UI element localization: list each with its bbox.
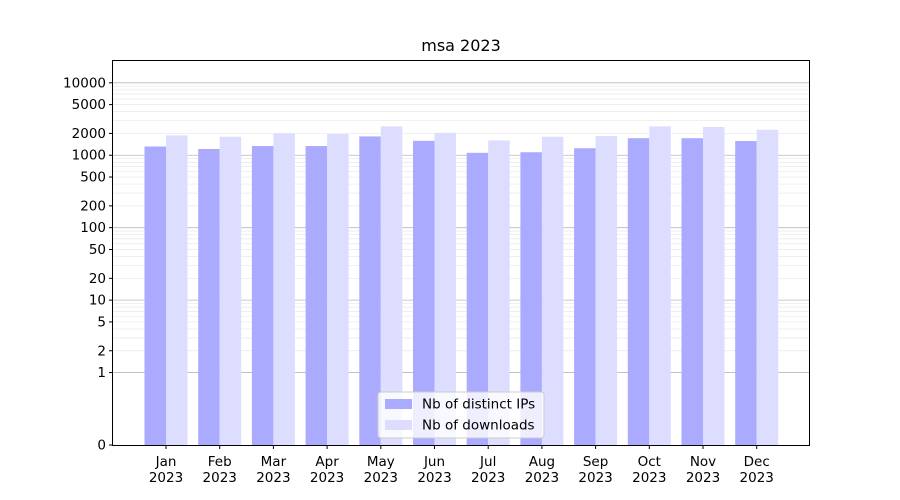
y-tick-label: 1000 [72,148,106,164]
bar-downloads [541,136,564,446]
bar-distinct-ips [359,136,381,445]
x-tick-label-month: Jun [423,454,445,470]
y-tick-label: 2000 [72,126,106,142]
y-axis: 0 1 2 5 10 20 50 100 200 500 1000 2000 5000 10000 [63,75,113,454]
y-tick-label: 20 [89,271,106,287]
bar-distinct-ips [466,152,489,445]
bar-downloads [756,129,779,445]
y-tick-label: 50 [89,242,106,258]
legend-swatch-distinct-ips [385,399,412,409]
x-tick-label-month: Mar [261,454,287,470]
bar-distinct-ips [413,140,435,445]
x-tick-label-year: 2023 [310,470,344,486]
x-tick-label-month: Nov [690,454,716,470]
bar-downloads [327,134,349,445]
axes-frame [112,60,810,446]
bar-downloads [488,140,510,445]
y-tick-label: 2 [97,343,106,359]
y-tick-label: 500 [80,170,106,186]
x-tick-label-year: 2023 [203,470,237,486]
bar-downloads [380,126,403,446]
bar-distinct-ips [735,141,757,445]
x-tick-label-month: Jan [155,454,177,470]
bar-distinct-ips [251,146,274,446]
bar-distinct-ips [681,138,703,446]
bar-distinct-ips [627,138,650,446]
legend-label-downloads: Nb of downloads [422,418,535,434]
x-tick-label-month: Feb [208,454,232,470]
bar-downloads [595,136,618,445]
legend: Nb of distinct IPs Nb of downloads [377,391,545,439]
x-tick-label-month: May [367,454,395,470]
x-tick-label-year: 2023 [364,470,398,486]
chart-title: msa 2023 [421,36,501,55]
x-tick-label-year: 2023 [417,470,451,486]
y-tick-label: 200 [80,198,106,214]
bar-distinct-ips [305,146,328,446]
x-tick-label-year: 2023 [256,470,290,486]
legend-label-distinct-ips: Nb of distinct IPs [422,397,535,413]
bar-distinct-ips [198,148,220,445]
x-tick-label-month: Jul [479,454,496,470]
bar-downloads [219,136,242,446]
x-tick-label-year: 2023 [686,470,720,486]
bar-distinct-ips [144,146,166,446]
bar-downloads [649,126,671,446]
bar-distinct-ips [520,152,542,445]
x-tick-label-year: 2023 [740,470,774,486]
bars [144,126,779,446]
x-tick-label-year: 2023 [525,470,559,486]
x-tick-label-year: 2023 [578,470,612,486]
y-tick-label: 5 [97,314,106,330]
x-tick-label-month: Oct [638,454,661,470]
y-tick-label: 5000 [72,97,106,113]
x-tick-label-year: 2023 [471,470,505,486]
y-tick-label: 1 [97,365,106,381]
legend-box [377,391,545,439]
bar-downloads [166,135,188,446]
x-tick-label-month: Dec [744,454,770,470]
y-tick-label: 100 [80,220,106,236]
x-axis: Jan2023Feb2023Mar2023Apr2023May2023Jun20… [149,445,774,486]
x-tick-label-month: Sep [583,454,608,470]
bar-downloads [273,133,295,445]
y-tick-label: 10 [89,293,106,309]
x-tick-label-month: Apr [315,454,339,470]
bar-downloads [434,132,456,445]
legend-swatch-downloads [385,420,412,430]
bar-distinct-ips [574,148,596,445]
y-tick-label: 0 [97,438,106,454]
x-tick-label-month: Aug [529,454,555,470]
x-tick-label-year: 2023 [149,470,183,486]
y-tick-label: 10000 [63,75,106,91]
x-tick-label-year: 2023 [632,470,666,486]
bar-downloads [703,126,725,445]
